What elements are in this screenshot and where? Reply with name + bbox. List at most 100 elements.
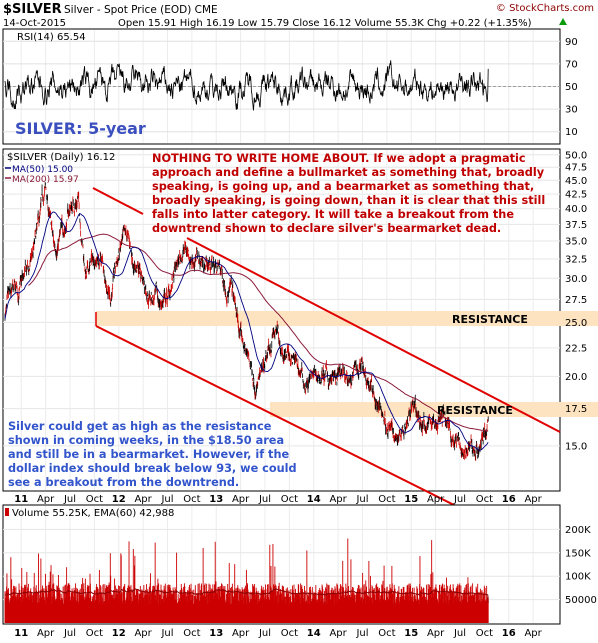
volume-legend-swatch [5, 508, 9, 516]
rsi-tick-label: 50 [565, 82, 578, 93]
text-line: and still be in a bearmarket. However, i… [8, 448, 289, 461]
rsi-axis: 90 70 50 30 10 [565, 37, 578, 138]
ma50-line [4, 211, 489, 451]
x-tick-label: Apr [134, 494, 152, 505]
price-tick-label: 30.0 [565, 274, 587, 285]
price-legend-ma50: MA(50) 15.00 [12, 165, 73, 175]
x-tick-label: Jul [63, 494, 76, 505]
text-line: shown in coming weeks, in the $18.50 are… [8, 434, 284, 447]
chart-description-text: Silver - Spot Price (EOD) [64, 4, 191, 16]
watermark: © StockCharts.com [496, 3, 594, 14]
x-tick-label: Apr [524, 494, 542, 505]
x-tick-label: Oct [86, 628, 103, 639]
text-line: broadly speaking, is going down, than it… [152, 194, 545, 207]
rsi-tick-label: 70 [565, 59, 578, 70]
x-tick-label: Jul [160, 628, 173, 639]
x-tick-label: 11 [14, 494, 28, 505]
note-text: Silver could get as high as the resistan… [8, 420, 297, 489]
price-tick-label: 17.5 [565, 404, 587, 415]
volume-bars [4, 538, 489, 623]
x-tick-label: Jul [453, 494, 466, 505]
x-tick-label: Apr [232, 494, 250, 505]
price-tick-label: 25.0 [565, 318, 587, 329]
x-tick-label: 15 [404, 628, 418, 639]
volume-tick-label: 150K [565, 548, 591, 559]
rsi-tick-label: 90 [565, 37, 578, 48]
chart-exchange: CME [195, 4, 218, 16]
price-tick-label: 50.0 [565, 150, 587, 161]
text-line: Silver could get as high as the resistan… [8, 420, 272, 433]
x-tick-label: Apr [37, 494, 55, 505]
x-tick-label: Oct [281, 494, 298, 505]
price-tick-label: 22.5 [565, 343, 587, 354]
x-tick-label: Jul [160, 494, 173, 505]
x-tick-label: Jul [355, 628, 368, 639]
short-downtrend-line [92, 187, 144, 215]
volume-tick-label: 50000 [565, 595, 597, 606]
price-tick-label: 20.0 [565, 372, 587, 383]
chart-date: 14-Oct-2015 [3, 18, 66, 29]
text-line: dollar index should break below 93, we c… [8, 462, 297, 475]
price-tick-label: 45.0 [565, 176, 587, 187]
x-tick-label: 16 [502, 628, 516, 639]
x-tick-label: Oct [476, 628, 493, 639]
volume-tick-label: 100K [565, 572, 591, 583]
resistance-band-lower [270, 402, 598, 417]
text-line: downtrend shown to declare silver's bear… [152, 222, 501, 235]
x-tick-label: Apr [37, 628, 55, 639]
price-tick-label: 47.5 [565, 163, 587, 174]
x-tick-label: Apr [427, 494, 445, 505]
x-tick-label: 14 [307, 494, 321, 505]
rsi-panel-title: SILVER: 5-year [15, 119, 146, 138]
quote-line: Open 15.91 High 16.19 Low 15.79 Close 16… [118, 18, 532, 29]
resistance-label-upper: RESISTANCE [452, 313, 528, 326]
volume-label: Volume 55.25K, EMA(60) 42,988 [12, 508, 174, 519]
x-tick-label: 11 [14, 628, 28, 639]
x-axis-labels-bottom: 11 Apr Jul Oct 12 Apr Jul Oct 13 Apr Jul Oct 14 Apr Ju… [14, 628, 542, 639]
rsi-line [4, 60, 489, 111]
x-tick-label: Oct [183, 628, 200, 639]
x-tick-label: Oct [378, 628, 395, 639]
resistance-band-upper [96, 311, 598, 326]
price-bars [4, 182, 489, 461]
x-tick-label: 15 [404, 494, 418, 505]
up-triangle-icon [559, 18, 567, 25]
x-tick-label: Apr [329, 494, 347, 505]
x-tick-label: Jul [453, 628, 466, 639]
price-tick-label: 27.5 [565, 295, 587, 306]
text-line: speaking, is going up, and a bearmarket … [152, 180, 534, 193]
x-tick-label: Oct [378, 494, 395, 505]
volume-ema-line [4, 588, 489, 603]
rsi-tick-label: 30 [565, 105, 578, 116]
rsi-tick-label: 10 [565, 127, 578, 138]
x-tick-label: Oct [476, 494, 493, 505]
x-tick-label: Apr [524, 628, 542, 639]
volume-tick-label: 200K [565, 525, 591, 536]
x-tick-label: 13 [209, 628, 223, 639]
x-tick-label: Apr [427, 628, 445, 639]
rsi-label: RSI(14) 65.54 [17, 32, 86, 43]
chart-symbol: $SILVER [3, 2, 62, 17]
x-tick-label: Jul [63, 628, 76, 639]
x-tick-label: 16 [502, 494, 516, 505]
volume-axis: 200K 150K 100K 50000 [565, 525, 597, 606]
x-tick-label: 12 [112, 628, 126, 639]
price-tick-label: 37.5 [565, 220, 587, 231]
x-tick-label: Jul [355, 494, 368, 505]
x-tick-label: Jul [258, 494, 271, 505]
price-tick-label: 15.0 [565, 441, 587, 452]
price-tick-label: 32.5 [565, 254, 587, 265]
x-tick-label: Oct [281, 628, 298, 639]
text-line: see a breakout from the downtrend. [8, 476, 239, 489]
ma200-line [28, 233, 489, 432]
commentary-text: NOTHING TO WRITE HOME ABOUT. If we adopt… [152, 152, 545, 235]
price-axis: 50.0 47.5 45.0 42.5 40.0 37.5 35.0 32.5 30.0 27.5… [565, 150, 587, 452]
x-tick-label: Apr [134, 628, 152, 639]
price-legend-ma200: MA(200) 15.97 [12, 175, 79, 185]
x-tick-label: Apr [329, 628, 347, 639]
x-tick-label: 13 [209, 494, 223, 505]
price-tick-label: 42.5 [565, 190, 587, 201]
text-line: approach and define a bullmarket as some… [152, 166, 545, 179]
x-tick-label: Jul [258, 628, 271, 639]
